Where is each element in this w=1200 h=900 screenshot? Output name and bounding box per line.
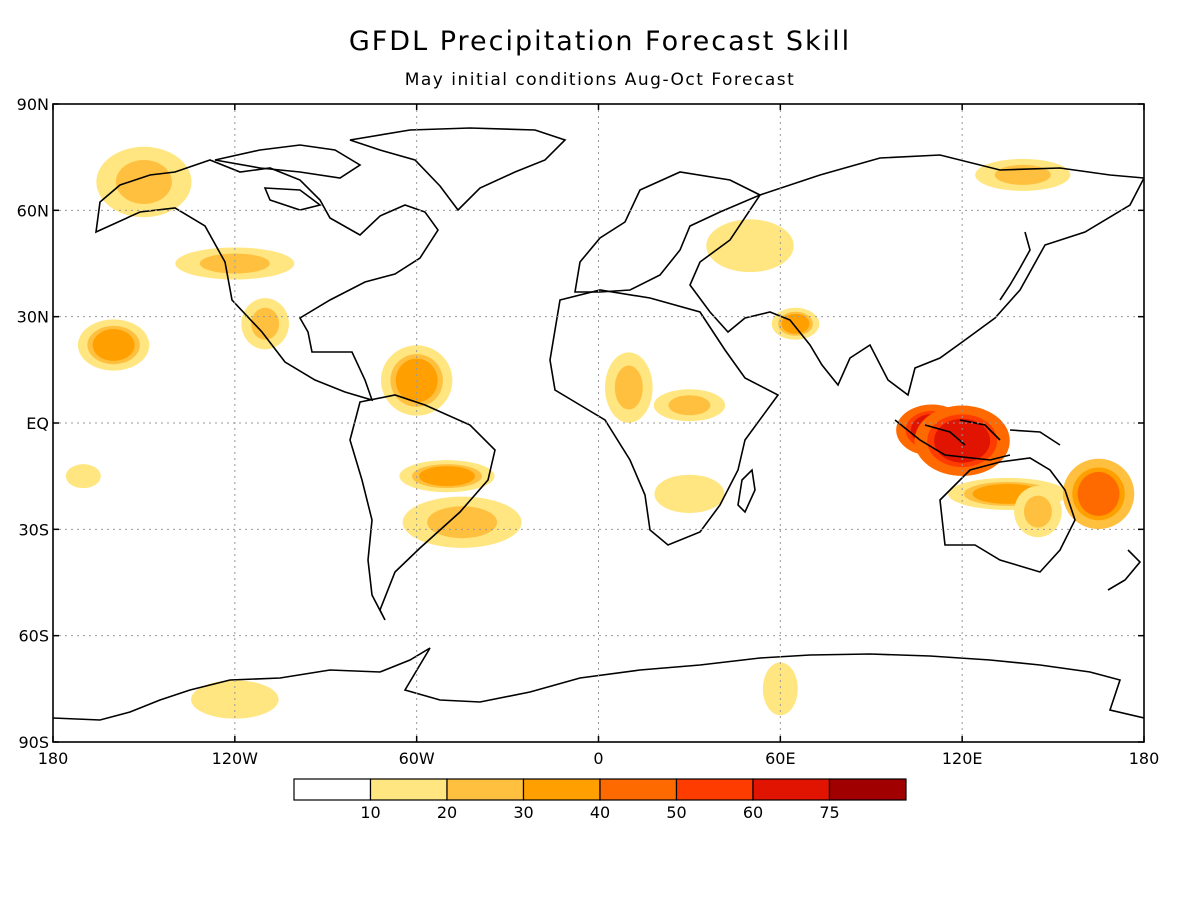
skill-region <box>251 307 280 340</box>
chart-title: GFDL Precipitation Forecast Skill <box>348 26 852 57</box>
colorbar-label: 40 <box>590 803 610 822</box>
lon-tick-label: 60W <box>399 749 435 768</box>
skill-region <box>766 666 795 711</box>
lat-tick-label: 60S <box>18 627 49 646</box>
lon-tick-label: 180 <box>38 749 69 768</box>
colorbar-swatch <box>522 778 601 801</box>
skill-region <box>1077 471 1120 516</box>
lat-tick-label: 30S <box>18 520 49 539</box>
colorbar-swatch <box>599 778 678 801</box>
colorbar-label: 60 <box>743 803 763 822</box>
lon-tick-label: 0 <box>593 749 603 768</box>
coast-south-america <box>349 394 496 621</box>
colorbar-swatch <box>293 778 372 801</box>
lat-tick-label: 30N <box>17 308 49 327</box>
coast-greenland <box>349 127 567 212</box>
lon-tick-label: 60E <box>765 749 795 768</box>
colorbar-swatch <box>369 778 448 801</box>
lat-tick-label: 90S <box>18 733 49 752</box>
lat-tick-label: 60N <box>17 201 49 220</box>
coast-asia <box>689 154 1144 397</box>
skill-region <box>427 506 498 539</box>
skill-region <box>668 395 711 416</box>
colorbar-label: 75 <box>819 803 839 822</box>
skill-shading-layer <box>65 146 1135 719</box>
coastlines <box>53 127 1144 721</box>
lat-tick-label: EQ <box>26 414 49 433</box>
map-gridlines <box>53 104 1144 742</box>
coast-madagascar <box>737 468 756 514</box>
colorbar-swatch <box>828 778 907 801</box>
coast-australia <box>939 457 1076 573</box>
colorbar-label: 50 <box>666 803 686 822</box>
skill-region <box>614 365 643 410</box>
lon-tick-label: 120W <box>212 749 259 768</box>
lat-tick-label: 90N <box>17 95 49 114</box>
skill-region <box>715 223 786 268</box>
skill-region <box>115 159 172 204</box>
skill-region <box>69 466 98 487</box>
lon-tick-label: 180 <box>1129 749 1160 768</box>
colorbar-swatch <box>675 778 754 801</box>
coast-japan <box>999 231 1031 301</box>
colorbar-label: 20 <box>437 803 457 822</box>
longitude-axis: 180 120W 60W 0 60E 120E 180 <box>38 104 1160 768</box>
skill-region <box>199 253 270 274</box>
colorbar: 10 20 30 40 50 60 75 <box>293 778 907 822</box>
chart-subtitle: May initial conditions Aug-Oct Forecast <box>404 70 796 90</box>
lon-tick-label: 120E <box>942 749 983 768</box>
skill-region <box>92 329 135 362</box>
colorbar-label: 10 <box>360 803 380 822</box>
coast-arctic-islands <box>214 144 362 211</box>
latitude-axis: 90N 60N 30N EQ 30S 60S 90S <box>17 95 1144 752</box>
colorbar-swatch <box>446 778 525 801</box>
colorbar-swatch <box>752 778 831 801</box>
colorbar-label: 30 <box>513 803 533 822</box>
coast-africa <box>549 289 780 546</box>
skill-region <box>418 466 475 487</box>
skill-region <box>661 477 718 510</box>
coast-new-zealand <box>1107 549 1142 591</box>
skill-region <box>1023 495 1052 528</box>
coast-antarctica <box>53 647 1144 721</box>
coast-indonesia <box>894 419 1061 461</box>
